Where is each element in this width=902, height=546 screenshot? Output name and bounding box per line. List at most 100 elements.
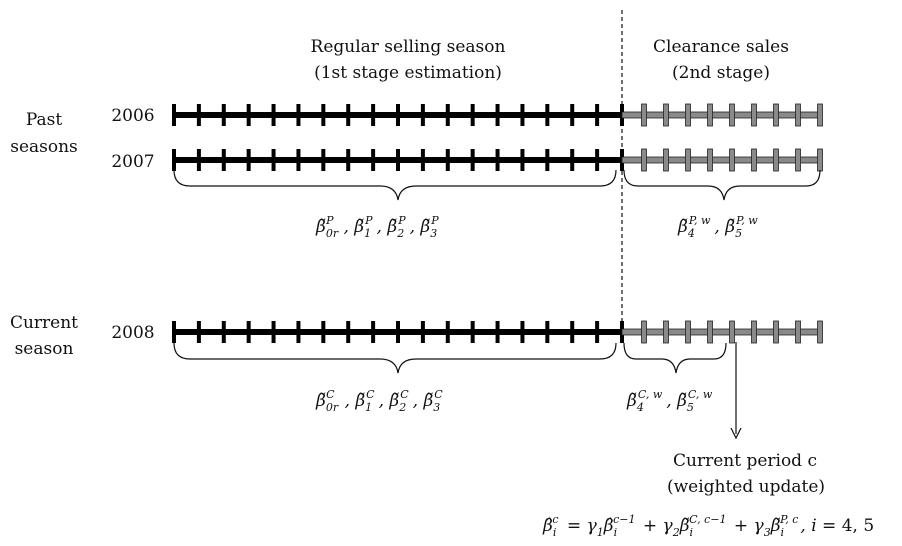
clearance-bar xyxy=(621,111,821,119)
current-season-label-line1: Current xyxy=(10,313,78,333)
regular-period-tick xyxy=(296,149,301,171)
clearance-period-tick xyxy=(751,320,757,344)
regular-period-tick xyxy=(470,321,475,343)
regular-period-tick xyxy=(172,321,176,343)
clearance-period-tick xyxy=(795,103,801,127)
clearance-period-tick xyxy=(817,148,823,172)
timeline-2008 xyxy=(172,320,823,344)
regular-period-tick xyxy=(346,104,351,126)
regular-period-tick xyxy=(470,149,475,171)
regular-season-title: Regular selling season xyxy=(311,37,506,57)
clearance-period-tick xyxy=(685,320,691,344)
regular-period-tick xyxy=(520,149,525,171)
year-label-2008: 2008 xyxy=(111,323,154,343)
clearance-period-tick xyxy=(773,148,779,172)
brace-current-regular xyxy=(173,342,617,374)
svg-text:β̂ic = γ1β̂ic−1 + γ2β̃iC, c−1: β̂ic = γ1β̂ic−1 + γ2β̃iC, c−1 + γ3β̃iP, … xyxy=(542,513,874,539)
clearance-period-tick xyxy=(685,148,691,172)
regular-period-tick xyxy=(545,149,550,171)
clearance-period-tick xyxy=(641,148,647,172)
clearance-title: Clearance sales xyxy=(653,37,789,57)
brace-past-regular xyxy=(173,169,617,201)
regular-period-tick xyxy=(420,104,425,126)
regular-period-tick xyxy=(221,321,226,343)
regular-period-tick xyxy=(495,104,500,126)
year-label-2007: 2007 xyxy=(111,152,154,172)
regular-period-tick xyxy=(246,321,251,343)
clearance-period-tick xyxy=(641,103,647,127)
regular-period-tick xyxy=(271,149,276,171)
clearance-period-tick xyxy=(817,320,823,344)
regular-period-tick xyxy=(321,321,326,343)
regular-period-tick xyxy=(221,149,226,171)
regular-period-tick xyxy=(172,149,176,171)
svg-text:β̃0rC, β̃1C, β̃2C, β̃3C: β̃0rC, β̃1C, β̃2C, β̃3C xyxy=(315,388,443,414)
regular-period-tick xyxy=(545,104,550,126)
regular-period-tick xyxy=(570,104,575,126)
clearance-subtitle: (2nd stage) xyxy=(672,63,770,83)
past-clearance-params: β̃4P, w, β̃5P, w xyxy=(677,214,758,240)
svg-text:β̃4P, w, β̃5P, w: β̃4P, w, β̃5P, w xyxy=(677,214,758,240)
clearance-bar xyxy=(621,156,821,164)
regular-period-tick xyxy=(246,149,251,171)
clearance-period-tick xyxy=(729,103,735,127)
regular-period-tick xyxy=(470,104,475,126)
current-regular-params: β̃0rC, β̃1C, β̃2C, β̃3C xyxy=(315,388,443,414)
regular-period-tick xyxy=(445,321,450,343)
clearance-period-tick xyxy=(817,103,823,127)
regular-period-tick xyxy=(321,149,326,171)
regular-period-tick xyxy=(595,321,600,343)
regular-period-tick xyxy=(246,104,251,126)
clearance-period-tick xyxy=(707,148,713,172)
current-period-arrowhead xyxy=(730,427,742,440)
regular-period-tick xyxy=(172,104,176,126)
regular-period-tick xyxy=(346,321,351,343)
regular-period-tick xyxy=(396,321,400,343)
weighted-update-formula: β̂ic = γ1β̂ic−1 + γ2β̃iC, c−1 + γ3β̃iP, … xyxy=(542,513,874,539)
regular-period-tick xyxy=(371,149,376,171)
regular-period-tick xyxy=(570,149,575,171)
current-season-label-line2: season xyxy=(15,339,74,359)
regular-period-tick xyxy=(445,149,450,171)
regular-period-tick xyxy=(196,149,201,171)
clearance-period-tick xyxy=(795,320,801,344)
svg-text:β̃4C, w, β̃5C, w: β̃4C, w, β̃5C, w xyxy=(626,388,713,414)
regular-period-tick xyxy=(196,104,201,126)
clearance-period-tick xyxy=(641,320,647,344)
regular-period-tick xyxy=(221,104,226,126)
timeline-2006 xyxy=(172,103,823,127)
clearance-period-tick xyxy=(685,103,691,127)
clearance-period-tick xyxy=(663,148,669,172)
regular-period-tick xyxy=(595,149,600,171)
clearance-bar xyxy=(621,328,821,336)
current-period-title: Current period c xyxy=(673,451,817,471)
regular-period-tick xyxy=(520,321,525,343)
regular-period-tick xyxy=(545,321,550,343)
regular-period-tick xyxy=(196,321,201,343)
regular-period-tick xyxy=(570,321,575,343)
regular-period-tick xyxy=(495,149,500,171)
regular-period-tick xyxy=(346,149,351,171)
regular-period-tick xyxy=(271,321,276,343)
timeline-2007 xyxy=(172,148,823,172)
past-regular-params: β̃0rP, β̃1P, β̃2P, β̃3P xyxy=(315,214,439,240)
regular-period-tick xyxy=(321,104,326,126)
clearance-period-tick xyxy=(663,103,669,127)
brace-current-clearance xyxy=(623,342,727,374)
past-seasons-label-line1: Past xyxy=(26,110,63,130)
clearance-period-tick xyxy=(729,320,735,344)
regular-period-tick xyxy=(520,104,525,126)
clearance-period-tick xyxy=(795,148,801,172)
regular-season-subtitle: (1st stage estimation) xyxy=(314,63,502,83)
clearance-period-tick xyxy=(751,148,757,172)
clearance-period-tick xyxy=(707,103,713,127)
regular-period-tick xyxy=(495,321,500,343)
regular-period-tick xyxy=(371,321,376,343)
past-seasons-label-line2: seasons xyxy=(10,137,78,157)
regular-period-tick xyxy=(396,149,400,171)
regular-period-tick xyxy=(371,104,376,126)
clearance-period-tick xyxy=(707,320,713,344)
regular-period-tick xyxy=(445,104,450,126)
regular-period-tick xyxy=(595,104,600,126)
